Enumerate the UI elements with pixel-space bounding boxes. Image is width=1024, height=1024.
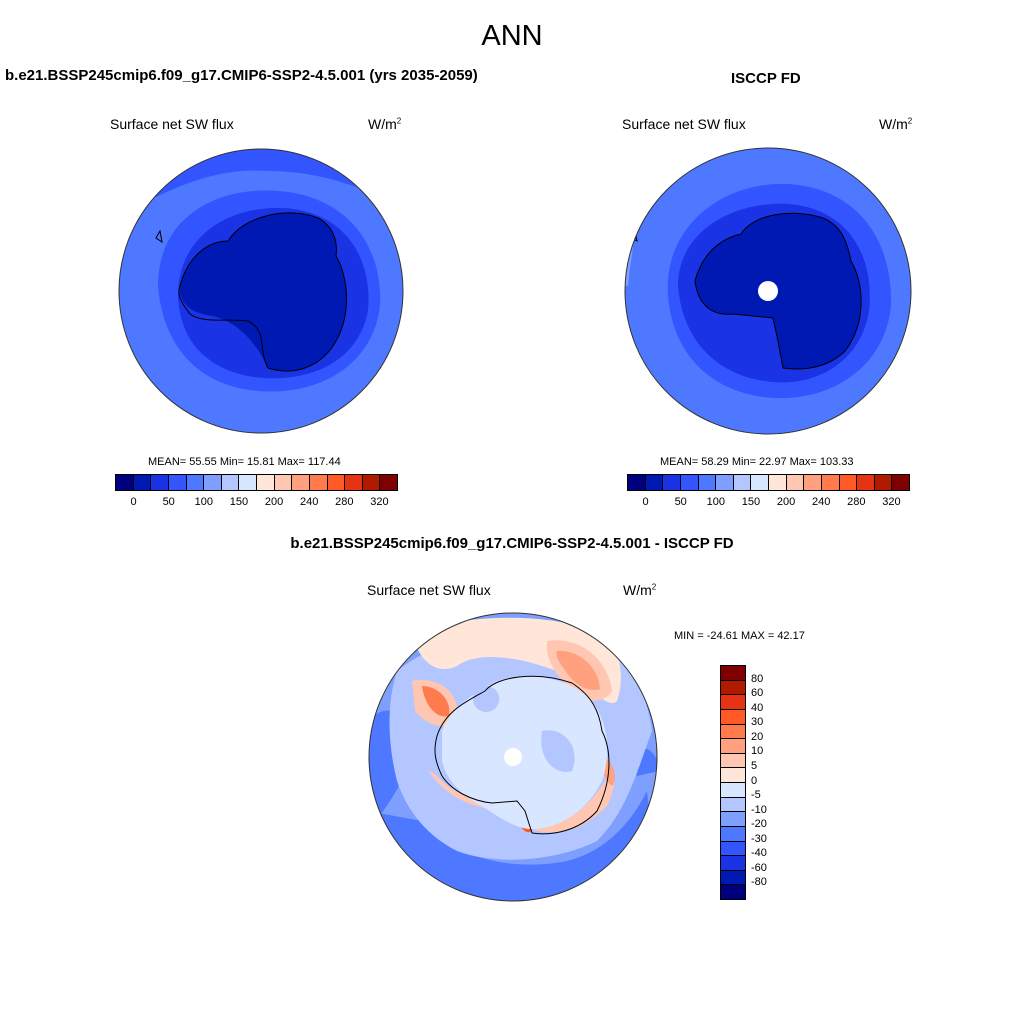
- colorbar-tick-label: 0: [130, 496, 137, 508]
- colorbar-swatch: [821, 475, 840, 490]
- colorbar-swatch: [751, 475, 769, 490]
- colorbar-swatch: [721, 753, 745, 769]
- model-units-label: W/m2: [368, 116, 402, 132]
- colorbar-swatch: [327, 475, 346, 490]
- colorbar-swatch: [721, 739, 745, 754]
- colorbar-swatch: [151, 475, 169, 490]
- colorbar-swatch: [221, 475, 240, 490]
- obs-polar-map: [624, 147, 912, 435]
- colorbar-tick-label: 280: [847, 496, 866, 508]
- obs-panel-title: ISCCP FD: [731, 70, 801, 87]
- colorbar-tick-label: 40: [751, 701, 764, 714]
- colorbar-swatch: [721, 812, 745, 827]
- obs-stats: MEAN= 58.29 Min= 22.97 Max= 103.33: [660, 456, 854, 468]
- colorbar-swatch: [628, 475, 646, 490]
- colorbar-tick-label: 240: [812, 496, 831, 508]
- colorbar-swatch: [874, 475, 893, 490]
- colorbar-tick-label: 80: [751, 672, 764, 685]
- colorbar-tick-label: 280: [335, 496, 354, 508]
- colorbar-tick-label: -40: [751, 847, 767, 860]
- colorbar-tick-label: 100: [194, 496, 213, 508]
- colorbar-swatch: [292, 475, 310, 490]
- colorbar-tick-label: 0: [751, 774, 758, 787]
- colorbar-swatch: [721, 724, 745, 740]
- colorbar-tick-label: 5: [751, 759, 758, 772]
- model-stats: MEAN= 55.55 Min= 15.81 Max= 117.44: [148, 456, 341, 468]
- colorbar-swatch: [239, 475, 257, 490]
- colorbar-swatch: [721, 885, 745, 899]
- colorbar-swatch: [204, 475, 222, 490]
- colorbar-tick-label: 50: [162, 496, 175, 508]
- colorbar-swatch: [168, 475, 187, 490]
- colorbar-swatch: [721, 826, 745, 842]
- diff-units-label: W/m2: [623, 582, 657, 598]
- colorbar-swatch: [721, 856, 745, 871]
- colorbar-swatch: [721, 870, 745, 886]
- colorbar-tick-label: 320: [882, 496, 901, 508]
- model-panel-title: b.e21.BSSP245cmip6.f09_g17.CMIP6-SSP2-4.…: [5, 67, 478, 84]
- colorbar-swatch: [133, 475, 152, 490]
- colorbar-tick-label: 320: [370, 496, 389, 508]
- obs-variable-label: Surface net SW flux: [622, 116, 746, 132]
- model-colorbar: [115, 474, 398, 491]
- colorbar-swatch: [663, 475, 681, 490]
- colorbar-swatch: [380, 475, 397, 490]
- colorbar-tick-label: 240: [300, 496, 319, 508]
- colorbar-swatch: [721, 797, 745, 813]
- colorbar-tick-label: -80: [751, 876, 767, 889]
- colorbar-tick-label: 150: [741, 496, 761, 508]
- colorbar-tick-label: 20: [751, 730, 764, 743]
- colorbar-swatch: [716, 475, 734, 490]
- colorbar-tick-label: 30: [751, 716, 764, 729]
- model-variable-label: Surface net SW flux: [110, 116, 234, 132]
- diff-panel-title: b.e21.BSSP245cmip6.f09_g17.CMIP6-SSP2-4.…: [290, 535, 734, 552]
- obs-units-label: W/m2: [879, 116, 913, 132]
- colorbar-swatch: [786, 475, 805, 490]
- diff-variable-label: Surface net SW flux: [367, 582, 491, 598]
- colorbar-tick-label: 150: [229, 496, 249, 508]
- colorbar-swatch: [362, 475, 381, 490]
- colorbar-swatch: [721, 709, 745, 725]
- colorbar-tick-label: -30: [751, 832, 767, 845]
- colorbar-swatch: [892, 475, 909, 490]
- colorbar-swatch: [721, 680, 745, 696]
- colorbar-swatch: [698, 475, 717, 490]
- colorbar-tick-label: -10: [751, 803, 767, 816]
- colorbar-swatch: [257, 475, 275, 490]
- colorbar-swatch: [721, 841, 745, 857]
- obs-colorbar: [627, 474, 910, 491]
- colorbar-tick-label: 200: [264, 496, 284, 508]
- colorbar-tick-label: 10: [751, 745, 764, 758]
- colorbar-swatch: [116, 475, 134, 490]
- colorbar-swatch: [274, 475, 293, 490]
- colorbar-tick-label: 60: [751, 687, 764, 700]
- colorbar-tick-label: 0: [642, 496, 649, 508]
- model-polar-map: [118, 148, 404, 434]
- colorbar-swatch: [721, 768, 745, 783]
- colorbar-swatch: [680, 475, 699, 490]
- figure-title: ANN: [481, 20, 543, 52]
- colorbar-tick-label: -5: [751, 789, 761, 802]
- colorbar-tick-label: 50: [674, 496, 687, 508]
- diff-stats: MIN = -24.61 MAX = 42.17: [674, 630, 805, 642]
- colorbar-swatch: [186, 475, 205, 490]
- diff-polar-map: [368, 612, 658, 902]
- colorbar-tick-label: -60: [751, 861, 767, 874]
- diff-colorbar: [720, 665, 746, 900]
- colorbar-swatch: [645, 475, 664, 490]
- colorbar-swatch: [309, 475, 328, 490]
- colorbar-swatch: [769, 475, 787, 490]
- colorbar-swatch: [839, 475, 858, 490]
- colorbar-swatch: [721, 666, 745, 681]
- colorbar-swatch: [721, 783, 745, 798]
- colorbar-tick-label: 100: [706, 496, 725, 508]
- colorbar-swatch: [857, 475, 875, 490]
- colorbar-tick-label: -20: [751, 818, 767, 831]
- colorbar-swatch: [733, 475, 752, 490]
- colorbar-swatch: [804, 475, 822, 490]
- colorbar-swatch: [721, 695, 745, 710]
- colorbar-swatch: [345, 475, 363, 490]
- colorbar-tick-label: 200: [776, 496, 796, 508]
